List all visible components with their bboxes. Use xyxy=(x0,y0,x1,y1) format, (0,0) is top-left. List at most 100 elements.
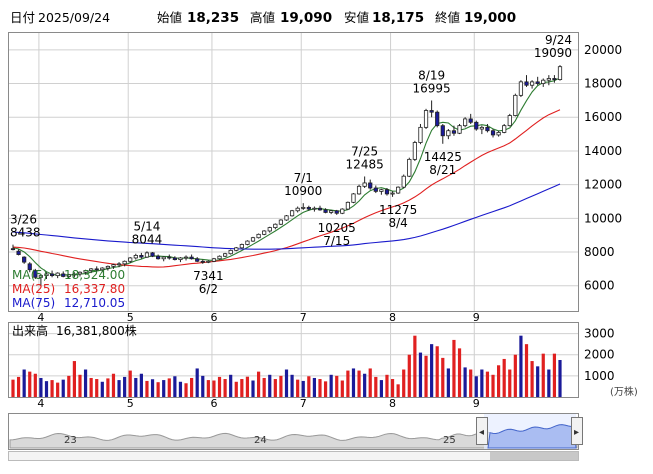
navigator-scrollbar[interactable] xyxy=(8,451,579,461)
close-label: 終値 xyxy=(435,10,460,25)
navigator-selected-area xyxy=(487,424,577,449)
candle xyxy=(468,113,473,124)
candle-body xyxy=(183,256,189,259)
candle-body xyxy=(284,215,289,221)
candle xyxy=(200,259,205,264)
volume-bar xyxy=(441,357,445,397)
price-axis: 6000 8000 10000 12000 14000 16000 18000 20000 xyxy=(584,43,622,293)
month-tick-label-volume: 9 xyxy=(473,397,480,410)
high-value: 19,090 xyxy=(280,10,332,26)
candle-body xyxy=(340,208,345,214)
candle xyxy=(379,188,384,195)
candle-body xyxy=(446,130,451,137)
price-tick-label: 6000 xyxy=(584,279,615,293)
candle-body xyxy=(61,273,66,277)
candle xyxy=(490,129,496,138)
annotation-value: 7341 xyxy=(193,269,224,283)
volume-bar xyxy=(307,376,311,397)
candle xyxy=(16,249,21,256)
month-tick-label: 8 xyxy=(389,311,396,324)
volume-bar xyxy=(368,368,372,397)
candle xyxy=(105,265,110,271)
annotation-value: 8438 xyxy=(10,226,41,240)
candle-body xyxy=(396,186,401,194)
candle-body xyxy=(451,130,457,134)
range-navigator[interactable]: 23 24 25 ◂ ▸ xyxy=(8,413,583,461)
candle xyxy=(329,209,334,215)
candle xyxy=(479,125,484,135)
candle-body xyxy=(429,110,434,113)
volume-bar xyxy=(418,352,423,397)
candle-body xyxy=(239,244,244,249)
volume-bar xyxy=(301,380,305,397)
volume-bar xyxy=(396,384,400,397)
volume-bar xyxy=(72,361,76,397)
candle xyxy=(345,201,350,210)
navigator-scrollbar-thumb[interactable] xyxy=(490,452,578,460)
ma25-legend-label: MA(25) xyxy=(12,282,55,296)
candle xyxy=(189,254,194,260)
candle-body xyxy=(245,240,250,245)
volume-bar xyxy=(167,378,171,397)
candle-body xyxy=(10,248,16,251)
ma5-legend-label: MA(5) xyxy=(12,268,48,282)
candle-body xyxy=(541,79,546,84)
candle xyxy=(139,252,144,259)
candle xyxy=(278,219,284,226)
volume-bar xyxy=(61,379,65,397)
candle-body xyxy=(122,260,127,265)
candle-body xyxy=(55,272,60,277)
volume-bar xyxy=(296,379,300,397)
candle-body xyxy=(535,81,540,84)
annotation-value: 10900 xyxy=(284,184,322,198)
candle xyxy=(116,262,122,268)
candle-body xyxy=(189,256,194,260)
annotation-date: 7/1 xyxy=(294,171,313,185)
candle-body xyxy=(206,260,211,263)
volume-bar xyxy=(106,378,110,397)
volume-bar xyxy=(195,368,199,397)
volume-bar xyxy=(150,379,155,397)
volume-bar xyxy=(123,376,127,397)
volume-bar xyxy=(497,365,501,397)
month-tick-label-volume: 4 xyxy=(37,397,44,410)
volume-bar xyxy=(312,377,317,397)
volume-bar xyxy=(474,376,478,397)
candle-body xyxy=(22,256,27,263)
candle xyxy=(94,266,99,272)
candle xyxy=(368,179,373,190)
candle xyxy=(206,260,211,264)
candle-body xyxy=(156,255,161,260)
candle xyxy=(183,255,189,261)
navigator-right-handle[interactable] xyxy=(571,417,583,445)
date-label: 日付 xyxy=(10,10,35,25)
volume-bar xyxy=(178,381,183,397)
open-value: 18,235 xyxy=(187,10,239,26)
candle-body xyxy=(440,125,445,137)
volume-bar xyxy=(11,379,15,397)
ma75-line xyxy=(12,183,561,250)
volume-bar xyxy=(217,376,222,397)
navigator-left-handle[interactable] xyxy=(476,417,488,445)
candle-body xyxy=(89,268,94,271)
candle-body xyxy=(362,182,367,187)
volume-bar xyxy=(128,370,132,397)
candle-body xyxy=(38,275,44,278)
candle-body xyxy=(167,256,172,259)
volume-bar xyxy=(78,374,82,397)
candle-body xyxy=(384,189,390,195)
candle-body xyxy=(401,175,406,188)
candle xyxy=(451,125,457,136)
volume-bar xyxy=(552,353,557,397)
candle xyxy=(217,255,222,260)
volume-bar xyxy=(524,344,529,397)
candle-body xyxy=(507,115,512,127)
volume-unit: (万株) xyxy=(610,385,638,398)
volume-bar xyxy=(351,368,356,397)
candle-body xyxy=(379,189,384,192)
candle xyxy=(323,208,328,214)
candle xyxy=(273,223,278,230)
volume-bar xyxy=(390,379,395,397)
candle xyxy=(463,117,468,128)
candle-body xyxy=(323,209,328,213)
